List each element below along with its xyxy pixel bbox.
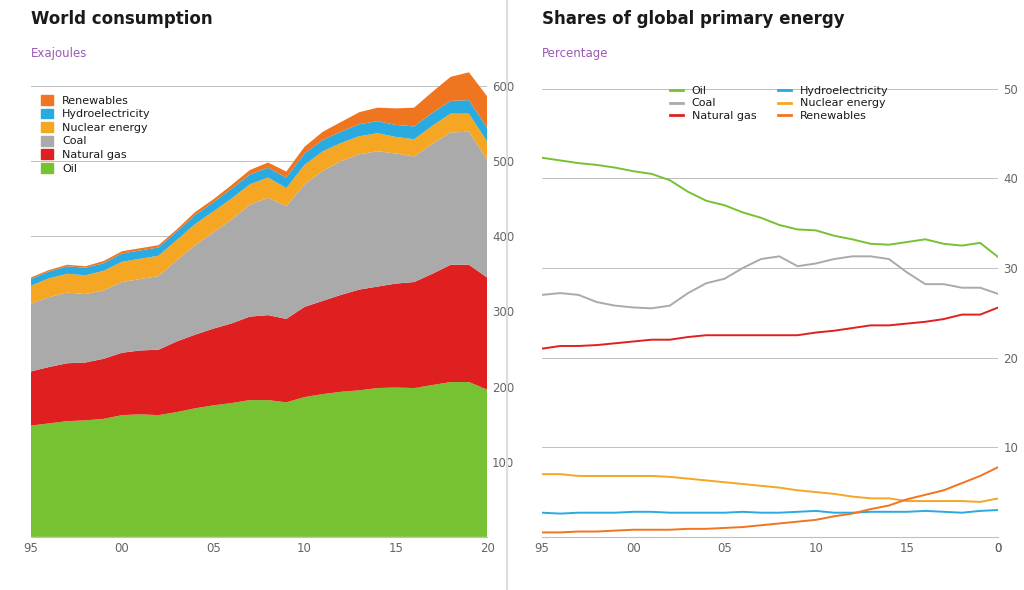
- Text: Exajoules: Exajoules: [31, 47, 87, 61]
- Legend: Oil, Coal, Natural gas, Hydroelectricity, Nuclear energy, Renewables: Oil, Coal, Natural gas, Hydroelectricity…: [671, 86, 888, 121]
- Legend: Renewables, Hydroelectricity, Nuclear energy, Coal, Natural gas, Oil: Renewables, Hydroelectricity, Nuclear en…: [41, 95, 151, 173]
- Text: Percentage: Percentage: [542, 47, 608, 61]
- Text: World consumption: World consumption: [31, 10, 212, 28]
- Text: Shares of global primary energy: Shares of global primary energy: [542, 10, 845, 28]
